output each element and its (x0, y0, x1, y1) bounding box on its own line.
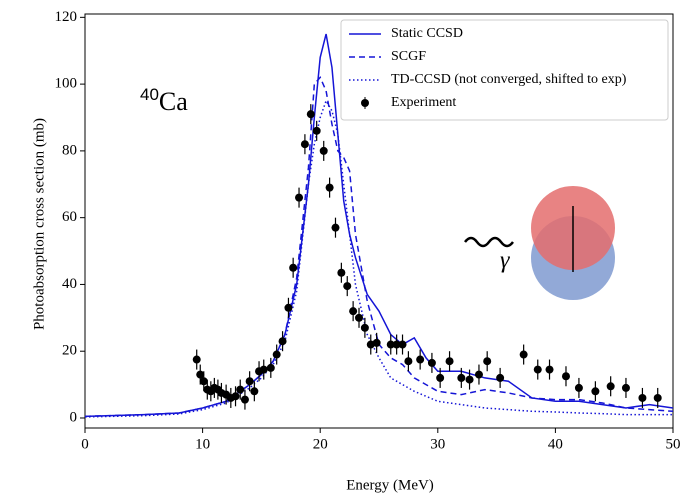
inset-label: γ (500, 248, 510, 274)
data-point (295, 193, 304, 202)
data-point (392, 340, 401, 349)
data-point (653, 393, 662, 402)
data-point (355, 313, 364, 322)
nucleus-inset: γ (464, 186, 615, 300)
data-point (545, 365, 554, 374)
data-point (192, 355, 201, 364)
legend-label: Static CCSD (391, 26, 463, 41)
data-point (591, 387, 600, 396)
data-point (465, 375, 474, 384)
legend-box (340, 19, 669, 121)
data-point (483, 357, 492, 366)
data-point (245, 377, 254, 386)
data-point (398, 340, 407, 349)
data-point (404, 357, 413, 366)
data-point (319, 146, 328, 155)
data-point (474, 370, 483, 379)
legend-label: Experiment (391, 95, 456, 110)
data-point (386, 340, 395, 349)
y-tick-label: 120 (55, 9, 78, 25)
y-tick-label: 60 (62, 209, 77, 225)
x-tick-label: 50 (666, 436, 681, 452)
annotation: 40Ca (140, 85, 188, 115)
data-point (427, 358, 436, 367)
data-point (360, 323, 369, 332)
data-point (337, 268, 346, 277)
data-point (236, 385, 245, 394)
data-point (259, 365, 268, 374)
data-point (606, 382, 615, 391)
data-point (266, 363, 275, 372)
legend-label: SCGF (391, 49, 426, 64)
data-point (349, 307, 358, 316)
data-point (289, 263, 298, 272)
y-tick-label: 40 (62, 276, 77, 292)
x-tick-label: 0 (81, 436, 89, 452)
data-point (306, 110, 315, 119)
x-tick-label: 40 (548, 436, 563, 452)
x-axis-label: Energy (MeV) (346, 477, 434, 493)
legend-swatch (361, 99, 369, 107)
x-tick-label: 20 (313, 436, 328, 452)
data-point (284, 303, 293, 312)
x-tick-label: 30 (430, 436, 445, 452)
annotation-text: Ca (159, 87, 188, 116)
data-point (240, 395, 249, 404)
data-point (312, 126, 321, 135)
data-point (561, 372, 570, 381)
data-point (325, 183, 334, 192)
y-tick-label: 80 (62, 142, 77, 158)
legend-label: TD-CCSD (not converged, shifted to exp) (391, 72, 627, 87)
data-point (231, 392, 240, 401)
y-tick-label: 100 (55, 76, 78, 92)
y-tick-label: 0 (70, 409, 78, 425)
data-point (343, 282, 352, 291)
x-tick-label: 10 (195, 436, 210, 452)
plot-frame (84, 13, 674, 429)
legend: Static CCSD SCGF TD-CCSD (not converged, s… (340, 19, 669, 121)
data-point (436, 373, 445, 382)
data-point (445, 357, 454, 366)
photon-wave (464, 236, 514, 248)
data-point (278, 337, 287, 346)
annotation-sup: 40 (140, 85, 159, 104)
data-point (638, 393, 647, 402)
data-point (300, 140, 309, 149)
plot-area (84, 33, 674, 418)
data-point (621, 383, 630, 392)
curve (84, 99, 673, 418)
data-point (533, 365, 542, 374)
data-point (196, 370, 205, 379)
data-point (519, 350, 528, 359)
y-axis-label: Photoabsorption cross section (mb) (31, 118, 47, 330)
data-point (199, 377, 208, 386)
data-point (496, 373, 505, 382)
data-point (331, 223, 340, 232)
data-point (372, 338, 381, 347)
data-point (272, 350, 281, 359)
data-point (574, 383, 583, 392)
data-point (416, 355, 425, 364)
data-point (250, 387, 259, 396)
y-tick-label: 20 (62, 343, 77, 359)
data-point (457, 373, 466, 382)
